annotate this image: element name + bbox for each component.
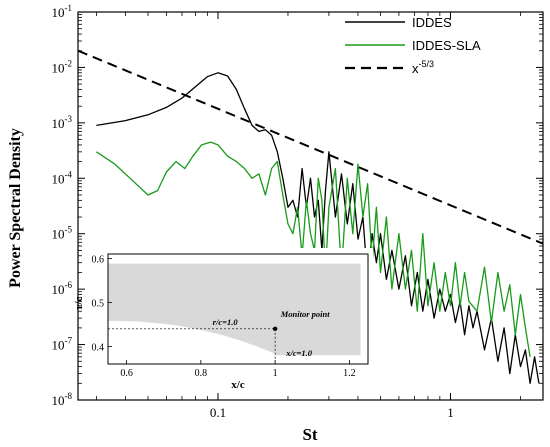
y-tick-label: 10-2 [52,58,73,75]
monitor-point-marker [272,326,278,331]
x-tick-label: 1 [447,405,454,420]
legend-label: IDDES-SLA [412,38,481,53]
inset-x-title: x/c [231,379,245,391]
plot-frame [77,11,544,401]
inset-shaded-region [108,263,361,356]
y-tick-label: 10-4 [52,169,73,186]
y-tick-label: 10-7 [52,336,73,353]
inset-frame [107,253,369,365]
annotation-xc: x/c=1.0 [285,348,313,358]
annotation-monitor-point: Monitor point [280,309,331,319]
x-tick-label: 0.1 [210,405,226,420]
series-x-5-3 [77,49,544,245]
y-tick-label: 10-1 [52,3,73,20]
y-tick-label: 10-6 [52,280,73,297]
y-tick-label: 10-8 [52,391,73,408]
y-axis-title: Power Spectral Density [7,128,24,288]
axes: 10-1 10-2 10-3 10-4 10-5 10-6 10-7 10-8 0.1 1 [52,3,543,420]
legend-label: IDDES [412,15,452,30]
legend: IDDES IDDES-SLA x-5/3 [345,15,481,76]
inset-y-tick-label: 0.4 [92,342,105,353]
inset-x-tick-label: 1.2 [343,368,356,379]
inset-y-title: r/c [73,296,85,309]
inset-x-tick-label: 0.8 [195,368,208,379]
annotation-rc: r/c=1.0 [213,317,239,327]
inset-y-tick-label: 0.6 [92,254,105,265]
inset-y-tick-label: 0.5 [92,298,105,309]
series-iddes-sla [96,141,531,358]
x-axis-title: St [302,425,317,444]
y-tick-label: 10-3 [52,114,73,131]
inset-x-tick-label: 0.6 [120,368,133,379]
inset-x-tick-label: 1 [273,368,278,379]
curves [77,49,544,384]
inset-plot: 0.6 0.8 1 1.2 0.4 0.5 0.6 x/c r/c r/c=1.0 Monitor … [73,248,373,391]
y-tick-label: 10-5 [52,225,73,242]
legend-label: x-5/3 [412,59,434,76]
plot-area [77,11,544,401]
